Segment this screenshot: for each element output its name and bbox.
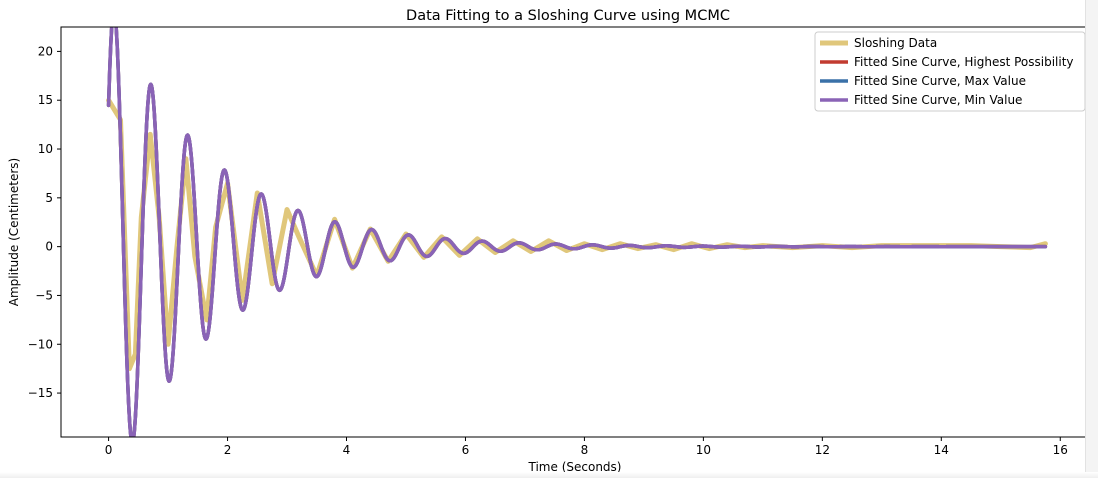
y-tick-label: −15 (28, 386, 53, 400)
series-line-0 (106, 97, 1048, 372)
window-bottom-edge (0, 472, 1098, 478)
y-tick-label: 10 (38, 142, 53, 156)
y-tick-label: 0 (45, 240, 53, 254)
window-right-edge (1085, 0, 1098, 478)
y-axis: −15 −10 −5 0 5 10 15 20 (28, 44, 61, 400)
y-tick-label: 15 (38, 93, 53, 107)
legend-label: Fitted Sine Curve, Min Value (854, 93, 1022, 107)
x-axis: 0 2 4 6 8 10 12 14 16 (105, 437, 1068, 457)
series-line-3 (106, 27, 1048, 437)
legend-label: Fitted Sine Curve, Highest Possibility (854, 55, 1074, 69)
x-tick-label: 10 (696, 443, 711, 457)
x-tick-label: 6 (462, 443, 470, 457)
y-tick-label: −10 (28, 337, 53, 351)
x-axis-label: Time (Seconds) (528, 460, 622, 474)
x-tick-label: 8 (581, 443, 589, 457)
legend-label: Sloshing Data (854, 36, 937, 50)
y-tick-label: 5 (45, 191, 53, 205)
x-tick-label: 4 (343, 443, 351, 457)
chart-title: Data Fitting to a Sloshing Curve using M… (406, 8, 730, 24)
x-tick-label: 16 (1053, 443, 1068, 457)
legend: Sloshing Data Fitted Sine Curve, Highest … (814, 31, 1086, 112)
y-tick-label: −5 (35, 288, 53, 302)
y-tick-label: 20 (38, 44, 53, 58)
y-axis-label: Amplitude (Centimeters) (7, 158, 21, 306)
x-tick-label: 14 (934, 443, 949, 457)
x-tick-label: 0 (105, 443, 113, 457)
series-layer (106, 27, 1048, 437)
x-tick-label: 2 (224, 443, 232, 457)
legend-label: Fitted Sine Curve, Max Value (854, 74, 1026, 88)
x-tick-label: 12 (815, 443, 830, 457)
